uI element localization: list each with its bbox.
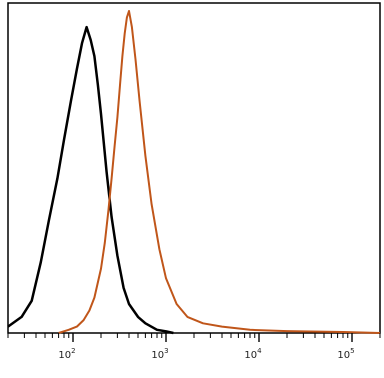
x-tick-label: 104 (244, 347, 262, 361)
x-tick-label: 103 (151, 347, 168, 361)
series-2-line (58, 10, 381, 334)
series-1-line (7, 25, 174, 335)
x-axis-ticks: 102 103 104 105 (7, 333, 381, 361)
x-tick-label: 105 (337, 347, 354, 361)
plot-frame (7, 2, 381, 334)
x-tick-label: 102 (58, 347, 75, 361)
series-layer (7, 10, 381, 335)
